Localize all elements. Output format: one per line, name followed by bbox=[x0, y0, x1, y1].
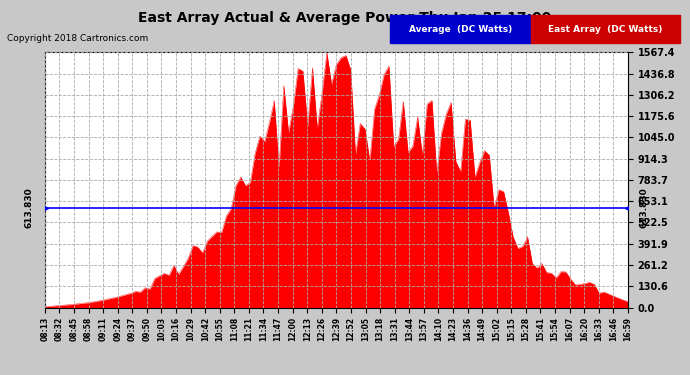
Text: East Array  (DC Watts): East Array (DC Watts) bbox=[549, 25, 662, 34]
Text: East Array Actual & Average Power Thu Jan 25 17:00: East Array Actual & Average Power Thu Ja… bbox=[139, 11, 551, 25]
Text: Average  (DC Watts): Average (DC Watts) bbox=[409, 25, 512, 34]
Text: Copyright 2018 Cartronics.com: Copyright 2018 Cartronics.com bbox=[7, 34, 148, 43]
Text: 613.830: 613.830 bbox=[24, 187, 33, 228]
Text: 613.830: 613.830 bbox=[640, 187, 649, 228]
